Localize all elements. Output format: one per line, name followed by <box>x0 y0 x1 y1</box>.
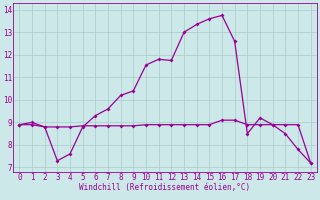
X-axis label: Windchill (Refroidissement éolien,°C): Windchill (Refroidissement éolien,°C) <box>79 183 251 192</box>
